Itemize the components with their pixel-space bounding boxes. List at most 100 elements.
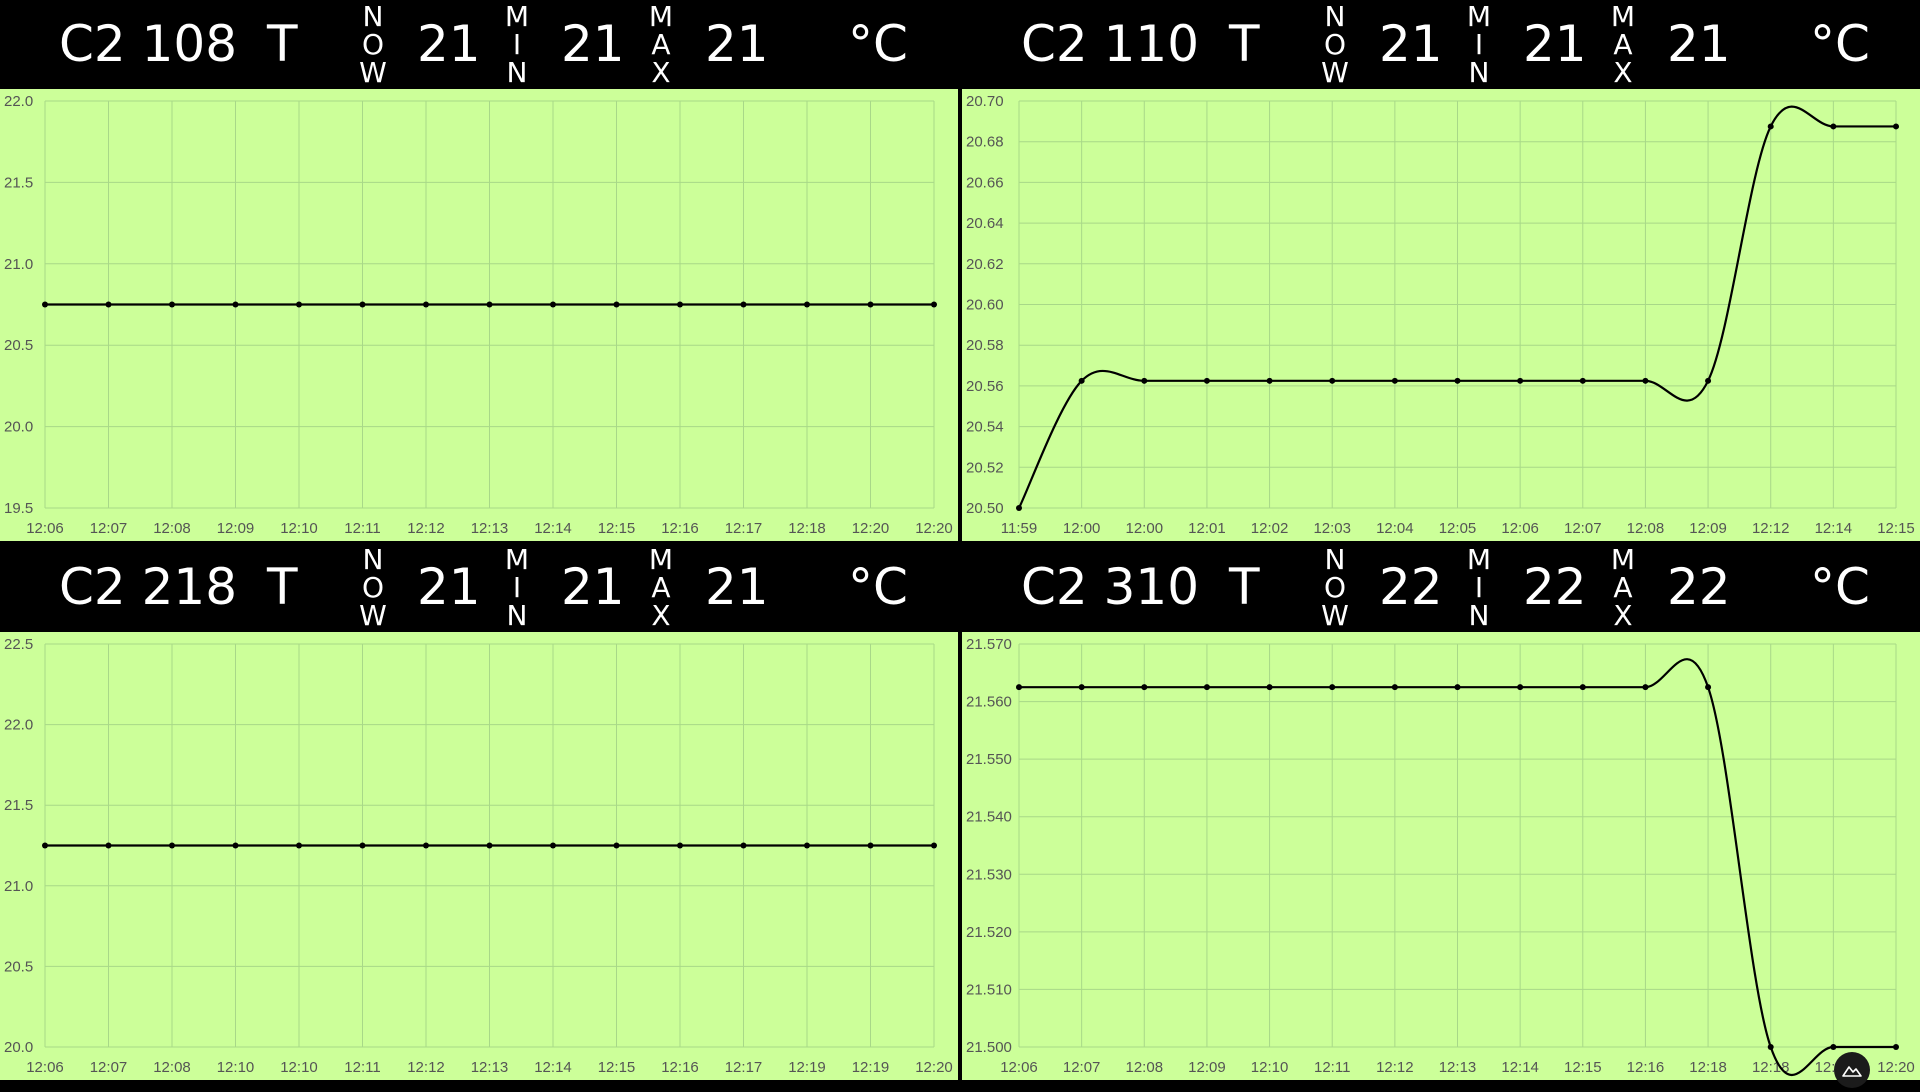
data-point	[1579, 377, 1586, 384]
data-point	[1078, 684, 1085, 691]
x-tick-label: 12:12	[407, 1059, 445, 1076]
y-tick-label: 22.0	[4, 93, 33, 110]
x-tick-label: 12:16	[661, 1059, 699, 1076]
y-tick-label: 20.66	[966, 174, 1004, 191]
data-point	[550, 842, 556, 849]
data-point	[931, 301, 937, 308]
temperature-chart: 11:59 12:00 12:00 12:01 12:02 12:03 12:04 12:05…	[962, 89, 1920, 541]
y-tick-label: 21.5	[4, 174, 33, 191]
x-tick-label: 12:20	[915, 1059, 953, 1076]
data-point	[423, 842, 429, 849]
x-tick-label: 12:07	[90, 520, 128, 537]
temperature-chart: 12:06 12:07 12:08 12:09 12:10 12:11 12:12 12:13…	[0, 89, 958, 541]
y-tick-label: 20.5	[4, 337, 33, 354]
mountain-logo-icon-glyph	[1842, 1066, 1862, 1077]
x-tick-label: 12:14	[534, 1059, 572, 1076]
data-point	[105, 301, 112, 308]
x-tick-label: 12:00	[1126, 520, 1164, 537]
temperature-chart: 12:06 12:07 12:08 12:09 12:10 12:11 12:12 12:13…	[962, 632, 1920, 1080]
room-label: C2 218	[59, 558, 238, 616]
now-value: 22	[1379, 558, 1443, 616]
y-tick-label: 21.5	[4, 797, 33, 814]
y-tick-label: 20.68	[966, 134, 1004, 151]
x-tick-label: 12:07	[1564, 520, 1602, 537]
data-point	[1893, 123, 1899, 130]
now-value: 21	[1379, 15, 1443, 73]
max-label-letter: X	[1613, 599, 1633, 632]
min-label-letter: I	[512, 571, 522, 604]
max-value: 21	[705, 15, 769, 73]
metric-label: T	[1229, 15, 1260, 73]
data-point	[486, 842, 493, 849]
y-tick-label: 21.510	[966, 981, 1012, 998]
data-point	[1830, 1044, 1837, 1050]
y-tick-label: 20.54	[966, 419, 1004, 436]
x-tick-label: 12:20	[915, 520, 953, 537]
data-point	[1203, 377, 1210, 384]
x-tick-label: 12:09	[217, 520, 255, 537]
max-label-letter: A	[1613, 28, 1633, 61]
x-tick-label: 12:12	[407, 520, 445, 537]
data-point	[1893, 1044, 1899, 1050]
min-value: 21	[1523, 15, 1587, 73]
data-point	[1266, 684, 1273, 691]
x-tick-label: 12:17	[725, 520, 763, 537]
y-tick-label: 20.0	[4, 1039, 33, 1056]
temperature-chart-svg: 12:06 12:07 12:08 12:09 12:10 12:11 12:12 12:13…	[966, 636, 1915, 1076]
data-point	[486, 301, 493, 308]
min-label-letter: I	[1474, 28, 1484, 61]
data-point	[1454, 377, 1461, 384]
x-tick-label: 12:06	[1000, 1059, 1038, 1076]
x-tick-label: 12:18	[788, 520, 826, 537]
x-tick-label: 12:08	[1126, 1059, 1164, 1076]
room-label: C2 310	[1021, 558, 1200, 616]
y-tick-label: 21.500	[966, 1039, 1012, 1056]
y-tick-label: 19.5	[4, 500, 33, 517]
data-point	[296, 301, 302, 308]
max-label-letter: A	[651, 571, 671, 604]
x-tick-label: 12:09	[1188, 1059, 1226, 1076]
min-label-letter: N	[506, 599, 528, 632]
y-tick-label: 20.50	[966, 500, 1004, 517]
data-point	[1454, 684, 1461, 691]
data-point	[1016, 505, 1022, 511]
min-label-letter: I	[512, 28, 522, 61]
x-tick-label: 12:00	[1063, 520, 1101, 537]
x-tick-label: 12:08	[1627, 520, 1665, 537]
y-tick-label: 21.570	[966, 636, 1012, 653]
data-point	[1266, 377, 1273, 384]
now-value: 21	[417, 558, 481, 616]
data-point	[1016, 684, 1022, 691]
min-label-letter: N	[1468, 56, 1490, 89]
x-tick-label: 12:15	[598, 520, 636, 537]
metric-label: T	[267, 558, 298, 616]
data-point	[1579, 684, 1586, 691]
data-point	[1517, 684, 1524, 691]
data-point	[1830, 123, 1837, 130]
x-tick-label: 12:10	[217, 1059, 255, 1076]
x-tick-label: 12:13	[471, 1059, 509, 1076]
data-point	[1767, 1044, 1774, 1050]
data-point	[1203, 684, 1210, 691]
x-tick-label: 12:07	[1063, 1059, 1101, 1076]
data-point	[359, 301, 366, 308]
data-point	[804, 301, 810, 308]
now-label-letter: W	[1321, 599, 1349, 632]
data-point	[1391, 684, 1398, 691]
x-tick-label: 12:18	[1689, 1059, 1727, 1076]
data-point	[677, 842, 683, 849]
data-point	[359, 842, 366, 849]
mountain-logo-icon[interactable]	[1834, 1052, 1870, 1088]
max-label-letter: M	[1610, 0, 1636, 33]
unit-label: °C	[848, 15, 908, 73]
min-label-letter: M	[1466, 543, 1492, 576]
